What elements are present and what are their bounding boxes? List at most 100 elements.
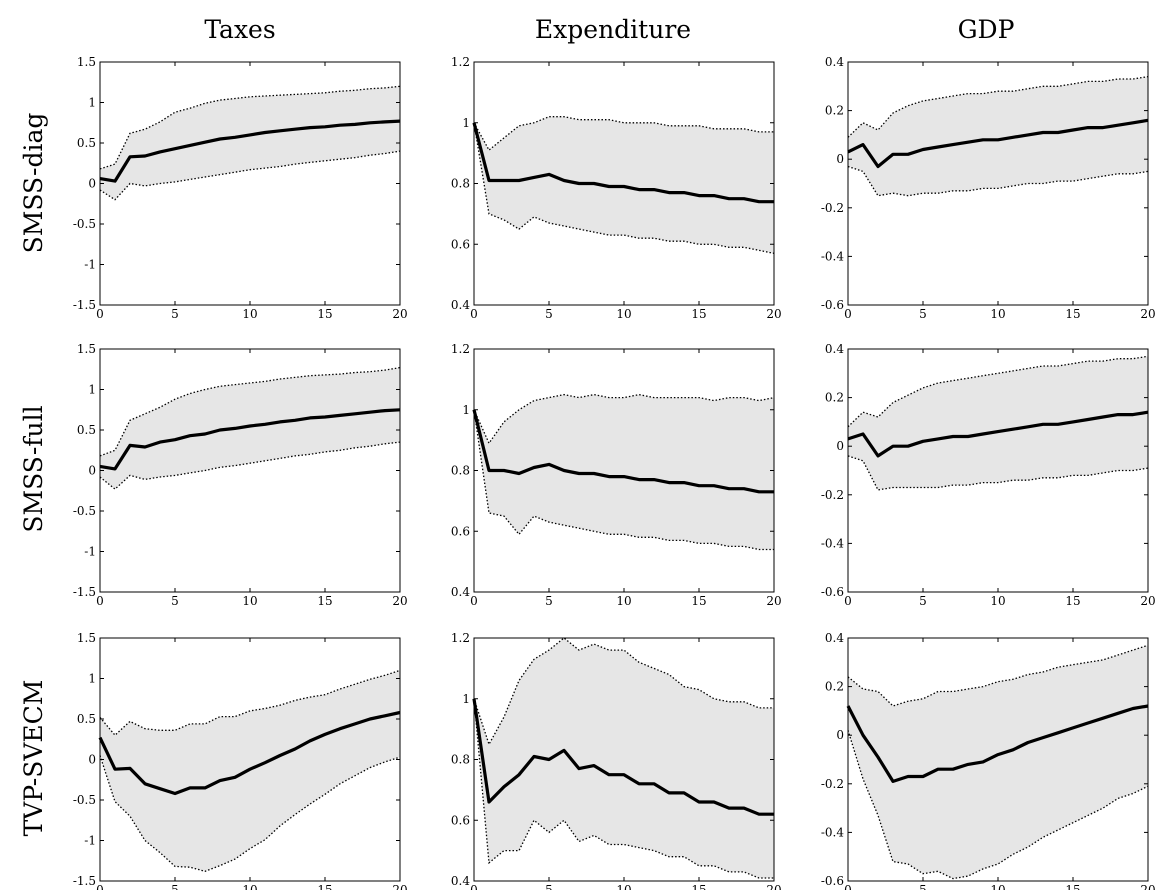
y-tick-label: 1 xyxy=(462,116,470,130)
x-tick-label: 10 xyxy=(990,594,1005,608)
median-response-line xyxy=(847,410,1149,458)
confidence-band xyxy=(474,638,774,878)
panels: 0 5 10 15 20-1.5-1-0.500.511.50 5 10 15 200.40.6… xyxy=(73,55,1156,890)
y-tick-label: -0.6 xyxy=(821,874,844,888)
y-tick-label: -1 xyxy=(84,834,96,848)
panel-smss-full-gdp: 0 5 10 15 20 -0.6 -0.4 -0.2 0 0.2 0.4 xyxy=(821,342,1156,608)
median-response-line xyxy=(99,119,401,183)
x-tick-label: 5 xyxy=(919,594,927,608)
x-tick-label: 10 xyxy=(990,307,1005,321)
upper-bound-line xyxy=(99,669,401,737)
x-tick-label: 5 xyxy=(919,883,927,890)
x-tick-label: 10 xyxy=(616,883,631,890)
y-tick-label: -1.5 xyxy=(73,298,96,312)
column-title-expenditure: Expenditure xyxy=(535,15,691,44)
y-tick-label: 1.5 xyxy=(77,55,96,69)
y-tick-label: 1.5 xyxy=(77,631,96,645)
confidence-band xyxy=(474,394,774,550)
y-tick-label: -0.4 xyxy=(821,249,845,263)
y-tick-label: 0 xyxy=(88,753,96,767)
y-tick-label: 0.4 xyxy=(451,585,470,599)
x-tick-label: 5 xyxy=(171,883,179,890)
upper-bound-line xyxy=(473,393,775,445)
y-tick-label: 0.2 xyxy=(825,104,844,118)
x-tick-label: 20 xyxy=(392,883,407,890)
row-title-tvp-svecm: TVP-SVECM xyxy=(19,680,48,837)
x-tick-label: 20 xyxy=(392,307,407,321)
y-tick-label: -1 xyxy=(84,545,96,559)
x-tick-label: 20 xyxy=(766,883,781,890)
row-title-smss-diag: SMSS-diag xyxy=(19,113,48,254)
median-response-line xyxy=(98,710,401,796)
x-tick-label: 15 xyxy=(1065,883,1080,890)
x-tick-label: 20 xyxy=(392,594,407,608)
x-tick-label: 0 xyxy=(470,307,478,321)
median-response-line xyxy=(99,408,401,471)
upper-bound-line xyxy=(473,116,774,152)
y-tick-label: 1.5 xyxy=(77,342,96,356)
lower-bound-line xyxy=(473,409,774,551)
lower-bound-line xyxy=(99,441,401,490)
panel-smss-full-taxes: 0 5 10 15 20 -1.5 -1 -0.5 0 0.5 1 1.5 xyxy=(73,342,408,608)
y-tick-label: 0 xyxy=(88,464,96,478)
upper-bound-line xyxy=(99,85,401,170)
y-tick-label: 0.4 xyxy=(825,55,844,69)
y-tick-label: 0 xyxy=(836,439,844,453)
x-tick-label: 20 xyxy=(766,307,781,321)
y-tick-label: -1 xyxy=(84,258,96,272)
y-tick-label: -0.6 xyxy=(821,585,844,599)
column-titles: Taxes Expenditure GDP xyxy=(204,15,1014,44)
y-tick-label: 0.6 xyxy=(451,237,470,251)
y-tick-label: 1 xyxy=(88,96,96,110)
column-title-taxes: Taxes xyxy=(204,15,275,44)
median-response-line xyxy=(472,409,774,494)
lower-bound-line xyxy=(99,150,401,201)
x-tick-label: 10 xyxy=(242,594,257,608)
panel-smss-diag-expenditure: 0 5 10 15 20 0.4 0.6 0.8 1 1.2 xyxy=(451,55,782,321)
y-tick-label: 1 xyxy=(462,403,470,417)
x-tick-label: 15 xyxy=(317,594,332,608)
upper-bound-line xyxy=(847,75,1149,138)
panel-tvp-svecm-taxes: 0 5 10 15 20 -1.5 -1 -0.5 0 0.5 1 1.5 xyxy=(73,631,408,890)
y-tick-label: 0.4 xyxy=(451,298,470,312)
x-tick-label: 20 xyxy=(1140,594,1155,608)
x-tick-label: 0 xyxy=(844,307,852,321)
x-tick-label: 5 xyxy=(545,307,553,321)
median-response-line xyxy=(847,118,1149,169)
y-tick-label: -0.4 xyxy=(821,825,845,839)
x-tick-label: 10 xyxy=(616,594,631,608)
panel-smss-full-expenditure: 0 5 10 15 20 0.4 0.6 0.8 1 1.2 xyxy=(451,342,782,608)
median-response-line xyxy=(472,698,774,816)
y-tick-label: 1 xyxy=(88,383,96,397)
x-tick-label: 10 xyxy=(242,883,257,890)
x-tick-label: 15 xyxy=(317,307,332,321)
y-tick-label: 1 xyxy=(88,672,96,686)
lower-bound-line xyxy=(847,165,1149,197)
y-tick-label: 0.6 xyxy=(451,524,470,538)
x-tick-label: 0 xyxy=(470,594,478,608)
upper-bound-line xyxy=(847,644,1149,707)
y-tick-label: 0.6 xyxy=(451,813,470,827)
x-tick-label: 15 xyxy=(691,594,706,608)
y-tick-label: -0.4 xyxy=(821,536,845,550)
x-tick-label: 15 xyxy=(1065,594,1080,608)
x-tick-label: 0 xyxy=(470,883,478,890)
y-tick-label: 0.8 xyxy=(451,464,470,478)
y-tick-label: 0.4 xyxy=(825,342,844,356)
y-tick-label: 0.8 xyxy=(451,753,470,767)
x-tick-label: 5 xyxy=(545,883,553,890)
x-tick-label: 10 xyxy=(616,307,631,321)
x-tick-label: 5 xyxy=(919,307,927,321)
column-title-gdp: GDP xyxy=(958,15,1015,44)
panel-tvp-svecm-expenditure: 0 5 10 15 20 0.4 0.6 0.8 1 1.2 xyxy=(451,631,782,890)
y-tick-label: 0.2 xyxy=(825,680,844,694)
x-tick-label: 10 xyxy=(990,883,1005,890)
y-tick-label: -0.6 xyxy=(821,298,844,312)
y-tick-label: 1 xyxy=(462,692,470,706)
x-tick-label: 5 xyxy=(171,594,179,608)
confidence-band xyxy=(100,86,400,200)
x-tick-label: 0 xyxy=(844,594,852,608)
lower-bound-line xyxy=(473,698,774,879)
median-response-line xyxy=(846,704,1149,784)
